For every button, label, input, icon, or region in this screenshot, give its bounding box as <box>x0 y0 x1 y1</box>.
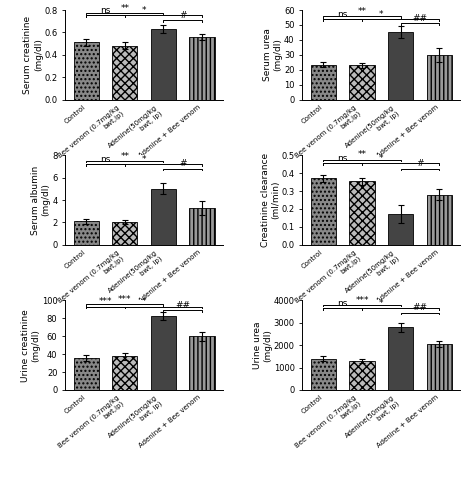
Text: Adenine(50mg/kg
bwt, ip): Adenine(50mg/kg bwt, ip) <box>344 104 400 154</box>
Bar <box>113 356 137 390</box>
Text: Control: Control <box>63 104 86 124</box>
Text: ns: ns <box>338 10 348 18</box>
Text: ##: ## <box>412 14 427 23</box>
Text: Adenine(50mg/kg
bwt, ip): Adenine(50mg/kg bwt, ip) <box>107 104 163 154</box>
Y-axis label: Serum creatinine
(mg/dl): Serum creatinine (mg/dl) <box>23 16 43 94</box>
Text: ##: ## <box>175 301 190 310</box>
Bar <box>151 316 176 390</box>
Bar <box>311 358 336 390</box>
Bar <box>311 178 336 245</box>
Text: #: # <box>179 160 186 168</box>
Text: Bee venom (0.7mg/kg
bwt,ip): Bee venom (0.7mg/kg bwt,ip) <box>56 394 125 455</box>
Text: **: ** <box>120 152 129 160</box>
Text: ns: ns <box>338 154 348 163</box>
Bar <box>151 29 176 100</box>
Y-axis label: Urine urea
(mg/dl): Urine urea (mg/dl) <box>252 322 272 369</box>
Text: **: ** <box>358 150 366 160</box>
Text: Adenine(50mg/kg
bwt, ip): Adenine(50mg/kg bwt, ip) <box>107 394 163 445</box>
Text: ***: *** <box>118 294 132 304</box>
Bar <box>426 55 452 100</box>
Text: Adenine + Bee venom: Adenine + Bee venom <box>138 394 202 449</box>
Text: Control: Control <box>63 394 86 415</box>
Text: Control: Control <box>300 249 324 270</box>
Bar <box>189 208 214 245</box>
Text: Bee venom (0.7mg/kg
bwt,ip): Bee venom (0.7mg/kg bwt,ip) <box>293 249 362 310</box>
Text: *: * <box>142 155 146 164</box>
Text: Adenine + Bee venom: Adenine + Bee venom <box>138 249 202 304</box>
Text: Bee venom (0.7mg/kg
bwt,ip): Bee venom (0.7mg/kg bwt,ip) <box>56 104 125 164</box>
Text: Bee venom (0.7mg/kg
bwt,ip): Bee venom (0.7mg/kg bwt,ip) <box>293 394 362 455</box>
Text: Adenine + Bee venom: Adenine + Bee venom <box>375 104 439 158</box>
Bar <box>388 214 413 245</box>
Bar <box>426 194 452 245</box>
Bar <box>113 46 137 100</box>
Text: *: * <box>142 6 146 15</box>
Bar <box>151 189 176 245</box>
Text: Bee venom (0.7mg/kg
bwt,ip): Bee venom (0.7mg/kg bwt,ip) <box>56 249 125 310</box>
Bar <box>189 336 214 390</box>
Text: **: ** <box>358 6 366 16</box>
Bar <box>113 222 137 245</box>
Bar <box>74 222 99 245</box>
Text: Control: Control <box>63 249 86 270</box>
Text: #: # <box>179 11 186 20</box>
Y-axis label: Creatinine clearance
(ml/min): Creatinine clearance (ml/min) <box>260 153 280 247</box>
Bar <box>74 42 99 100</box>
Y-axis label: Urine creatinine
(mg/dl): Urine creatinine (mg/dl) <box>21 309 40 382</box>
Text: Adenine + Bee venom: Adenine + Bee venom <box>375 249 439 304</box>
Text: #: # <box>416 160 424 168</box>
Text: ns: ns <box>100 6 111 15</box>
Bar <box>350 361 374 390</box>
Bar <box>350 181 374 245</box>
Text: *: * <box>379 10 384 18</box>
Text: *: * <box>379 154 384 163</box>
Text: ns: ns <box>338 299 348 308</box>
Y-axis label: Serum urea
(mg/dl): Serum urea (mg/dl) <box>263 28 283 81</box>
Bar <box>388 32 413 100</box>
Text: Bee venom (0.7mg/kg
bwt,ip): Bee venom (0.7mg/kg bwt,ip) <box>293 104 362 164</box>
Y-axis label: Serum albumin
(mg/dl): Serum albumin (mg/dl) <box>31 166 51 234</box>
Text: ##: ## <box>412 304 427 312</box>
Text: Adenine(50mg/kg
bwt, ip): Adenine(50mg/kg bwt, ip) <box>344 249 400 300</box>
Text: ***: *** <box>99 298 113 306</box>
Text: Adenine + Bee venom: Adenine + Bee venom <box>375 394 439 449</box>
Bar <box>74 358 99 390</box>
Text: Adenine(50mg/kg
bwt, ip): Adenine(50mg/kg bwt, ip) <box>107 249 163 300</box>
Bar <box>388 328 413 390</box>
Text: **: ** <box>120 4 129 13</box>
Bar <box>426 344 452 390</box>
Text: *: * <box>379 299 384 308</box>
Bar <box>189 37 214 100</box>
Bar <box>350 66 374 100</box>
Text: Control: Control <box>300 394 324 415</box>
Text: ns: ns <box>100 155 111 164</box>
Text: Adenine(50mg/kg
bwt, ip): Adenine(50mg/kg bwt, ip) <box>344 394 400 445</box>
Text: *: * <box>142 298 146 306</box>
Text: Control: Control <box>300 104 324 124</box>
Bar <box>311 64 336 100</box>
Text: Adenine + Bee venom: Adenine + Bee venom <box>138 104 202 158</box>
Text: ***: *** <box>355 296 369 304</box>
